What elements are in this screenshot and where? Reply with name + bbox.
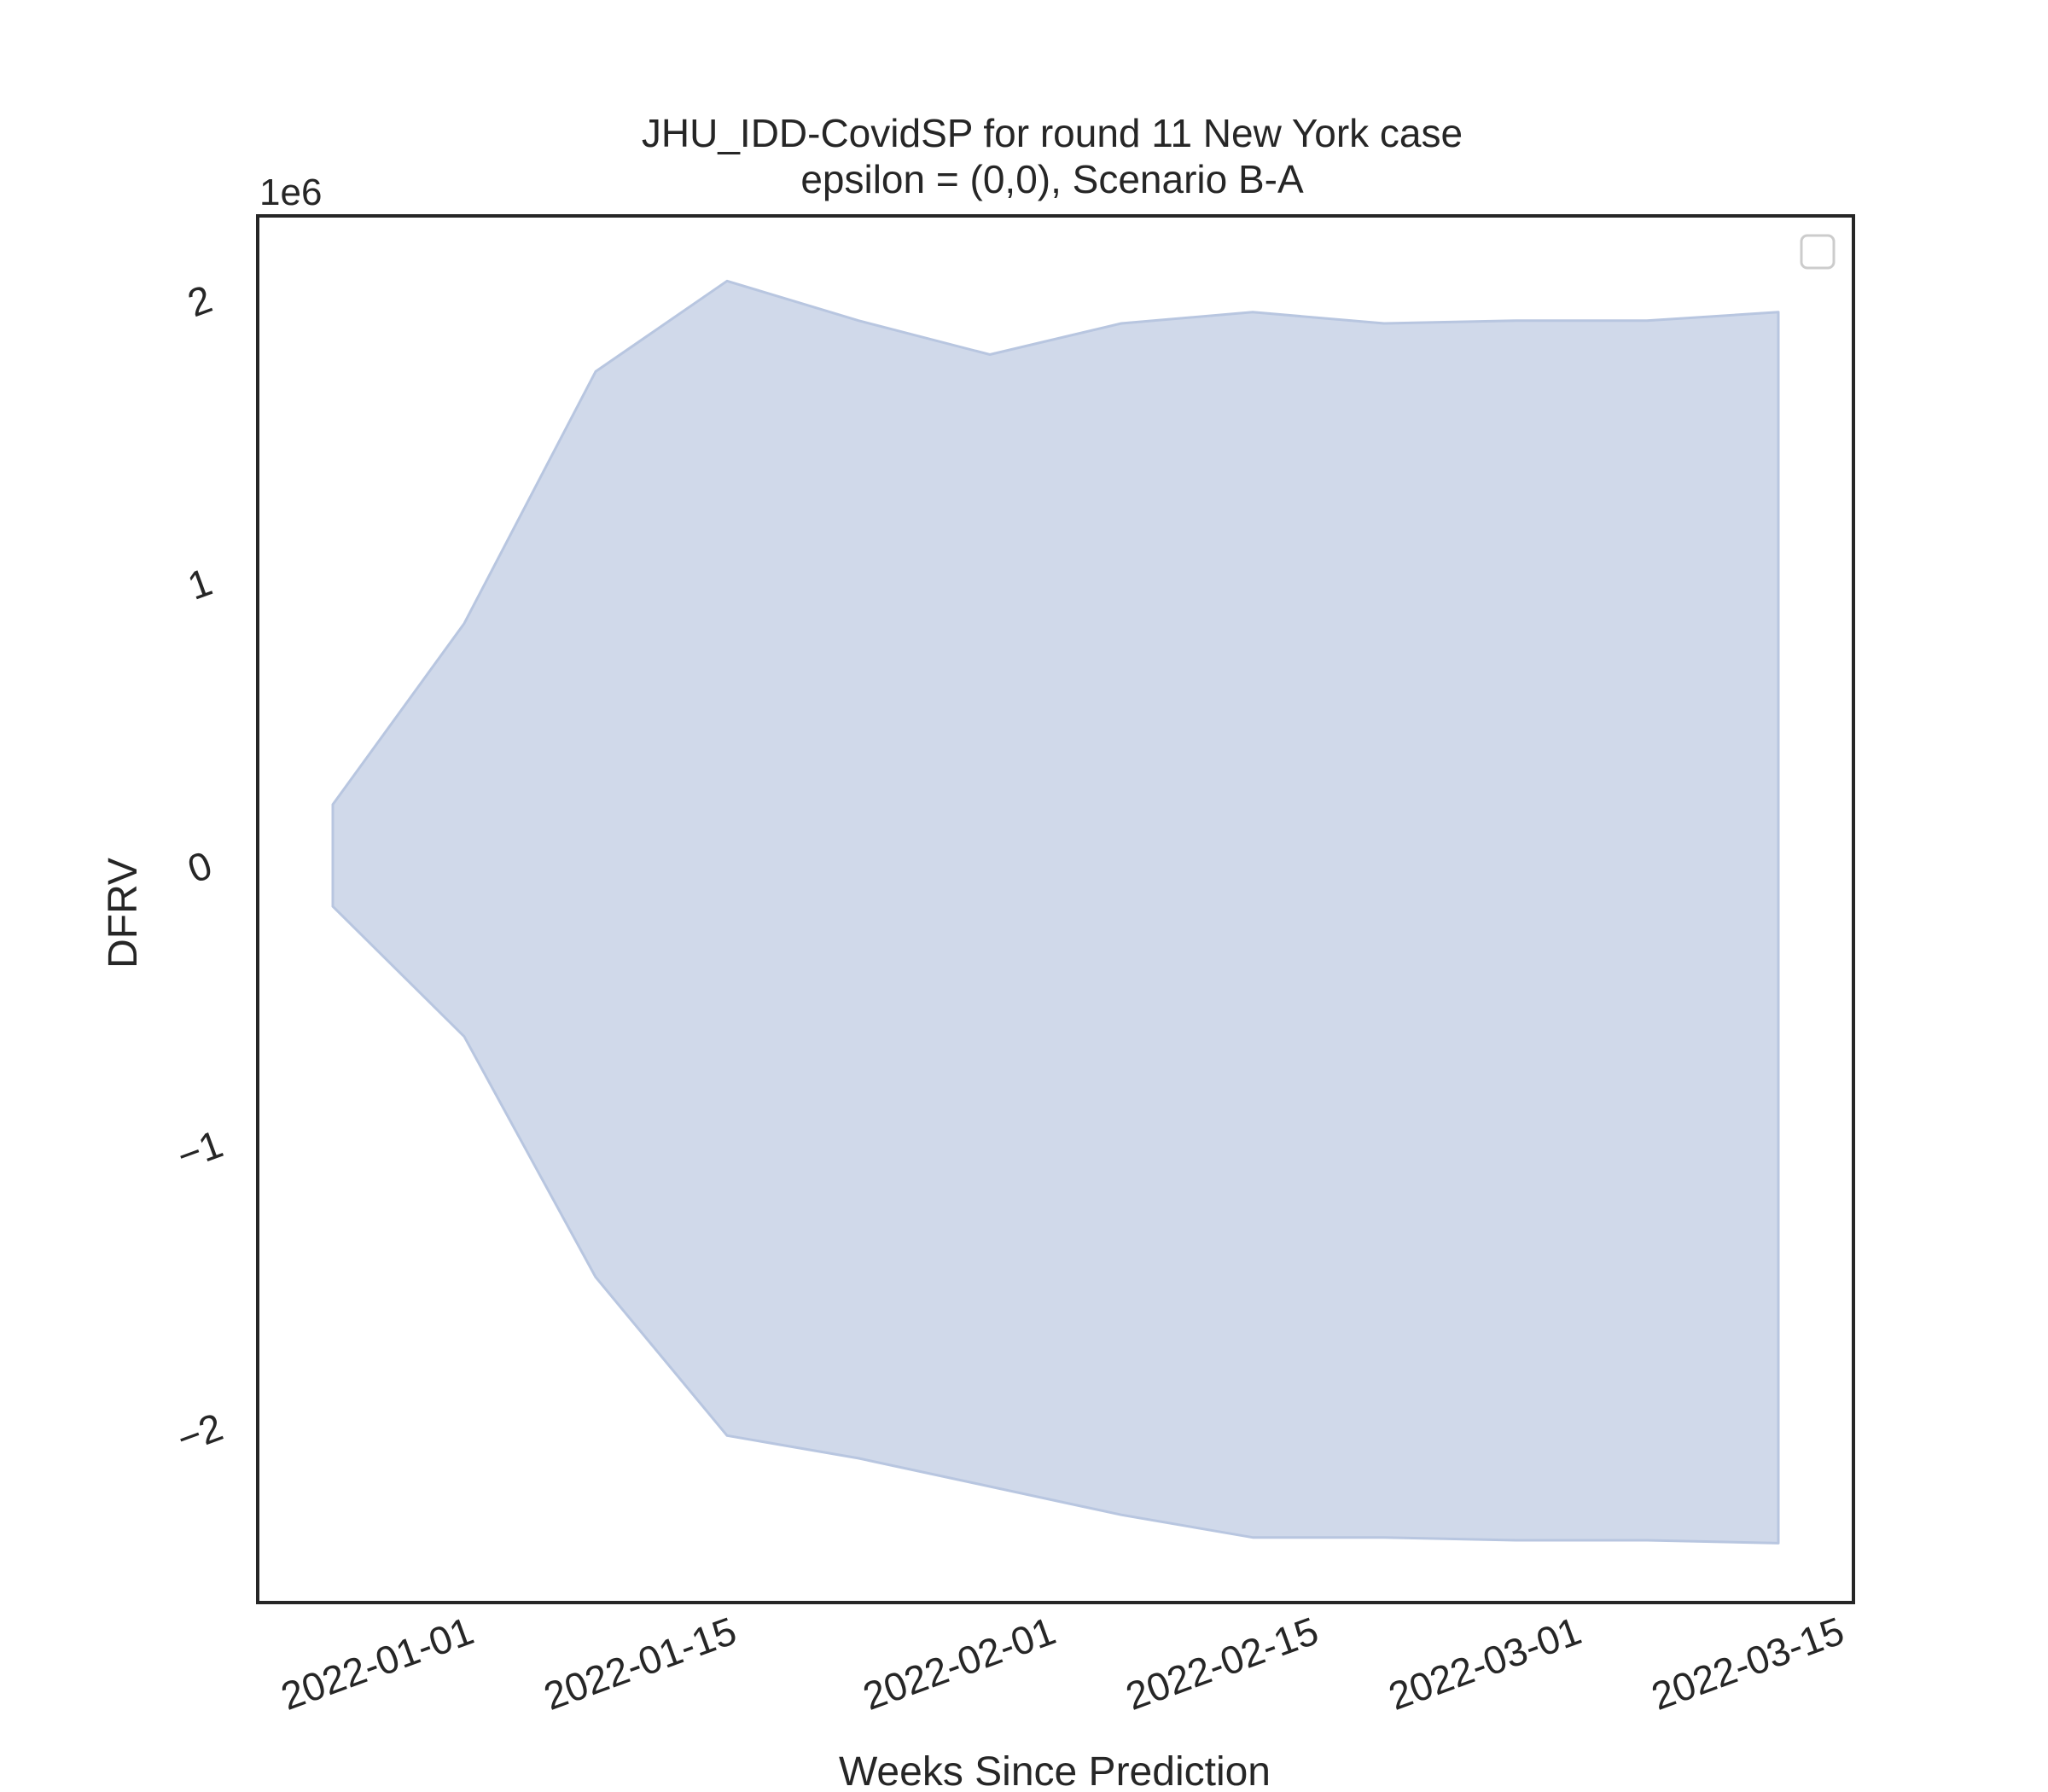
x-tick-label: 2022-03-01 — [1383, 1609, 1587, 1719]
y-axis-label: DFRV — [101, 858, 146, 969]
x-tick-label: 2022-03-15 — [1646, 1609, 1850, 1719]
y-tick-label: 1 — [182, 559, 218, 608]
y-tick-label: −2 — [171, 1405, 228, 1462]
x-tick-label: 2022-01-15 — [538, 1609, 742, 1719]
x-axis-label: Weeks Since Prediction — [839, 1749, 1271, 1792]
chart-title: JHU_IDD-CovidSP for round 11 New York ca… — [642, 111, 1463, 155]
y-tick-label: 0 — [182, 842, 218, 892]
legend-box[interactable] — [1800, 234, 1836, 270]
x-tick-labels: 2022-01-01 2022-01-15 2022-02-01 2022-02-15… — [276, 1609, 1850, 1719]
uncertainty-band-0 — [331, 279, 1780, 1545]
plot-frame — [256, 214, 1855, 1604]
y-tick-label: −1 — [171, 1121, 228, 1178]
plot-area — [331, 279, 1780, 1545]
y-tick-labels: −2 1 0 −1 2 — [171, 276, 228, 1462]
chart-subtitle: epsilon = (0,0), Scenario B-A — [800, 157, 1304, 201]
x-tick-label: 2022-02-01 — [858, 1609, 1062, 1719]
x-tick-label: 2022-02-15 — [1120, 1609, 1324, 1719]
y-tick-label: 2 — [182, 276, 218, 326]
x-tick-label: 2022-01-01 — [276, 1609, 480, 1719]
y-offset-label: 1e6 — [259, 172, 322, 213]
